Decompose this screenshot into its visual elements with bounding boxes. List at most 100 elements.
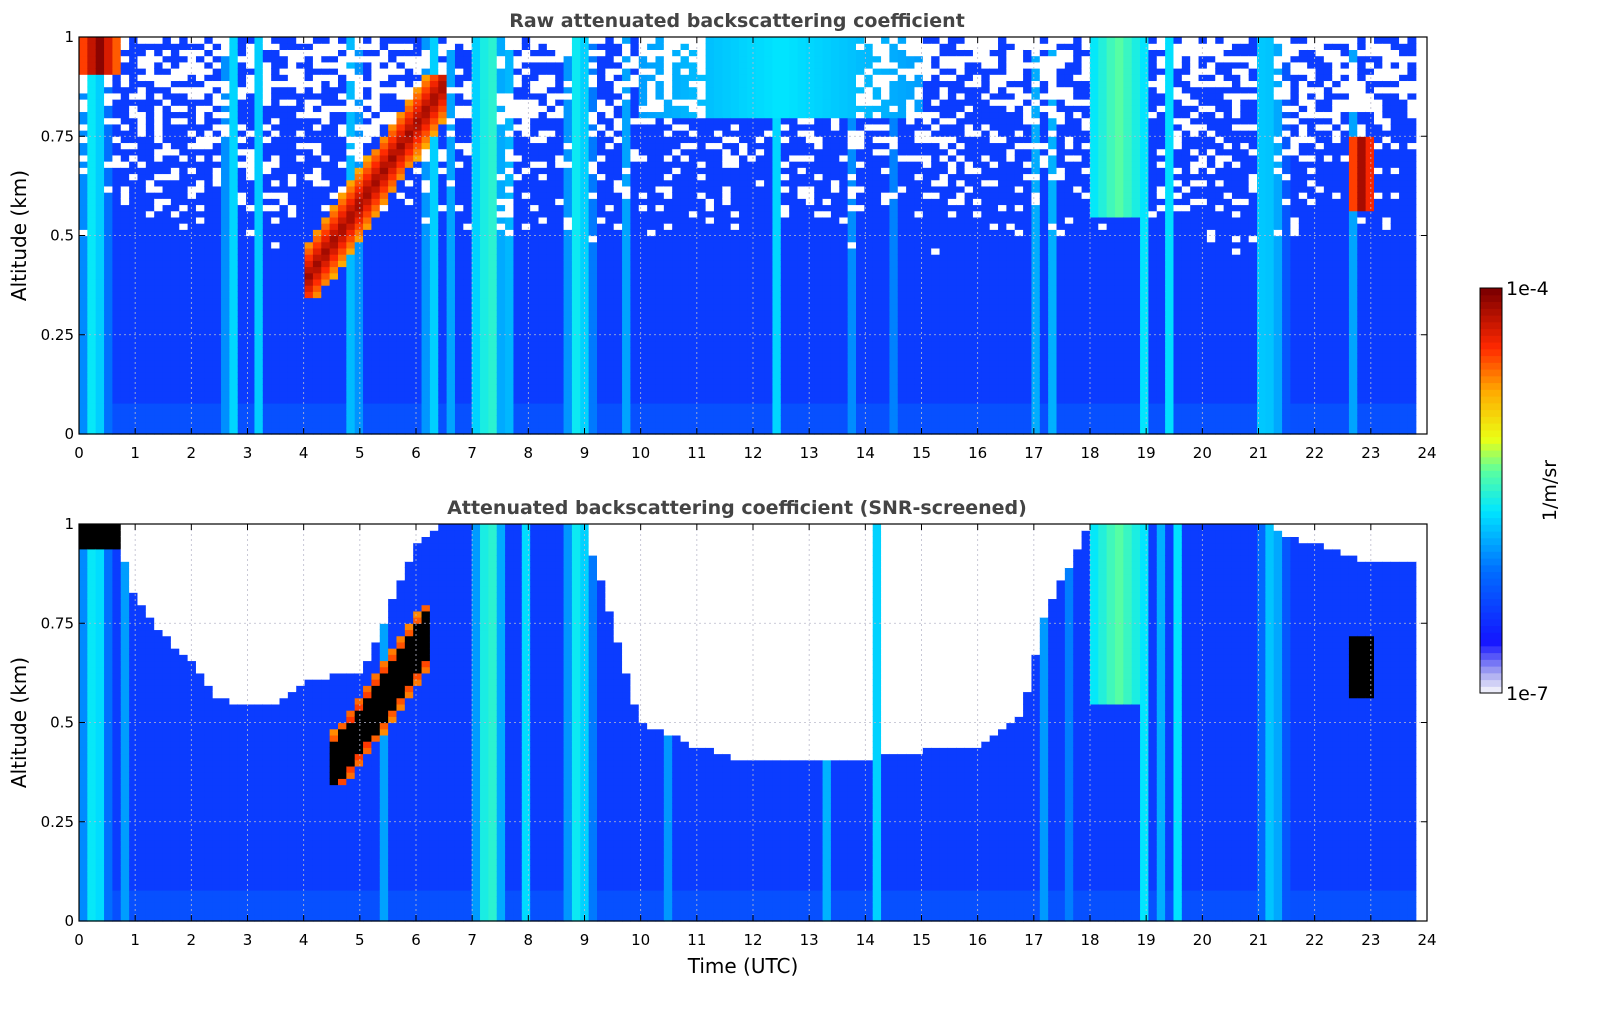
heatmap-cell [546, 130, 556, 137]
heatmap-cell [713, 92, 723, 100]
heatmap-cell [262, 328, 272, 336]
heatmap-cell [129, 340, 139, 348]
heatmap-cell [388, 241, 398, 249]
heatmap-cell [613, 43, 623, 50]
heatmap-cell [262, 266, 272, 274]
heatmap-cell [154, 309, 164, 317]
heatmap-cell [279, 334, 289, 342]
heatmap-cell [697, 322, 707, 330]
heatmap-cell [237, 37, 247, 44]
heatmap-cell [713, 396, 723, 404]
heatmap-cell [713, 61, 723, 69]
heatmap-cell [663, 347, 673, 354]
heatmap-cell [505, 148, 515, 156]
heatmap-cell [705, 229, 715, 237]
heatmap-cell [371, 111, 381, 119]
heatmap-cell [145, 167, 155, 175]
heatmap-cell [580, 353, 590, 361]
heatmap-cell [463, 142, 473, 150]
heatmap-cell [680, 192, 690, 199]
heatmap-cell [505, 316, 515, 323]
heatmap-cell [655, 173, 665, 181]
heatmap-cell [371, 278, 381, 286]
heatmap-cell [212, 297, 222, 305]
heatmap-cell [195, 359, 205, 367]
heatmap-cell [446, 384, 456, 392]
heatmap-cell [622, 61, 632, 69]
heatmap-cell [338, 80, 347, 88]
heatmap-cell [154, 43, 164, 50]
heatmap-cell [312, 142, 322, 150]
heatmap-cell [87, 384, 97, 392]
heatmap-cell [338, 241, 347, 249]
heatmap-cell [630, 216, 640, 224]
heatmap-cell [363, 415, 373, 423]
heatmap-cell [680, 92, 690, 100]
heatmap-cell [555, 371, 565, 379]
heatmap-cell [312, 390, 322, 398]
heatmap-cell [145, 37, 155, 44]
heatmap-cell [513, 285, 523, 292]
heatmap-cell [79, 384, 88, 392]
heatmap-cell [605, 216, 615, 224]
heatmap-cell [513, 421, 523, 429]
heatmap-cell [613, 347, 623, 354]
heatmap-cell [204, 340, 214, 348]
heatmap-cell [396, 309, 406, 317]
heatmap-cell [413, 278, 423, 286]
heatmap-cell [187, 421, 197, 429]
heatmap-cell [170, 117, 180, 125]
heatmap-cell [396, 285, 406, 292]
heatmap-cell [95, 291, 105, 299]
heatmap-cell [722, 340, 732, 348]
heatmap-cell [271, 148, 281, 156]
heatmap-cell [129, 316, 139, 323]
heatmap-cell [588, 68, 598, 75]
heatmap-cell [388, 272, 398, 280]
heatmap-cell [454, 340, 464, 348]
heatmap-cell [212, 421, 222, 429]
heatmap-cell [212, 384, 222, 392]
heatmap-cell [187, 254, 197, 261]
heatmap-cell [597, 37, 606, 44]
heatmap-cell [513, 130, 523, 137]
heatmap-cell [713, 297, 723, 305]
panel-1: 0 1 2 3 4 5 6 7 8 9 10 11 12 13 14 15 16 17 18 19 20 21 22 23 24… [7, 10, 1437, 462]
heatmap-cell [672, 254, 682, 261]
heatmap-cell [312, 105, 322, 113]
heatmap-cell [563, 80, 573, 88]
heatmap-cell [546, 185, 556, 193]
heatmap-cell [597, 142, 606, 150]
heatmap-cell [521, 353, 531, 361]
heatmap-cell [162, 285, 172, 292]
heatmap-cell [638, 136, 648, 144]
heatmap-cell [221, 92, 230, 100]
heatmap-cell [229, 61, 239, 69]
heatmap-cell [680, 167, 690, 175]
heatmap-cell [655, 86, 665, 94]
heatmap-cell [555, 192, 565, 199]
heatmap-cell [221, 390, 230, 398]
heatmap-cell [87, 365, 97, 373]
heatmap-cell [421, 415, 431, 423]
heatmap-cell [480, 61, 489, 69]
heatmap-cell [221, 347, 230, 354]
heatmap-cell [538, 334, 548, 342]
heatmap-cell [304, 123, 314, 131]
heatmap-cell [379, 260, 389, 268]
heatmap-cell [304, 92, 314, 100]
heatmap-cell [363, 347, 373, 354]
heatmap-cell [338, 297, 347, 305]
heatmap-cell [346, 371, 356, 379]
heatmap-cell [346, 105, 356, 113]
heatmap-cell [104, 179, 114, 187]
heatmap-cell [597, 427, 606, 435]
heatmap-cell [371, 322, 381, 330]
heatmap-cell [588, 402, 598, 410]
heatmap-cell [187, 80, 197, 88]
heatmap-cell [613, 322, 623, 330]
heatmap-cell [705, 260, 715, 268]
heatmap-cell [354, 353, 364, 361]
heatmap-cell [613, 409, 623, 416]
heatmap-cell [396, 334, 406, 342]
